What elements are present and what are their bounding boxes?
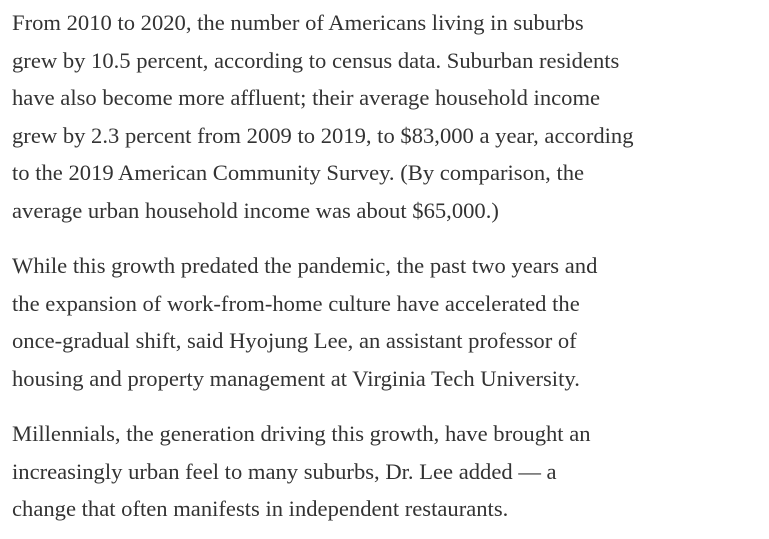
text-line: Millennials, the generation driving this… [12,421,591,446]
text-line: have also become more affluent; their av… [12,85,601,110]
text-line: once-gradual shift, said Hyojung Lee, an… [12,328,577,353]
text-line: increasingly urban feel to many suburbs,… [12,458,557,484]
text-line: grew by 2.3 percent from 2009 to 2019, t… [12,122,634,148]
text-line: grew by 10.5 percent, according to censu… [12,47,620,73]
text-line: to the 2019 American Community Survey. (… [12,160,585,185]
text-line: housing and property management at Virgi… [12,365,580,391]
text-line: change that often manifests in independe… [12,496,509,521]
paragraph-suburban-growth: From 2010 to 2020, the number of America… [12,4,769,229]
text-line: the expansion of work-from-home culture … [12,290,580,316]
paragraph-pandemic-shift: While this growth predated the pandemic,… [12,247,769,397]
text-line: average urban household income was about… [12,197,499,223]
text-line: While this growth predated the pandemic,… [12,253,598,278]
paragraph-millennials: Millennials, the generation driving this… [12,415,769,528]
text-line: From 2010 to 2020, the number of America… [12,10,584,35]
